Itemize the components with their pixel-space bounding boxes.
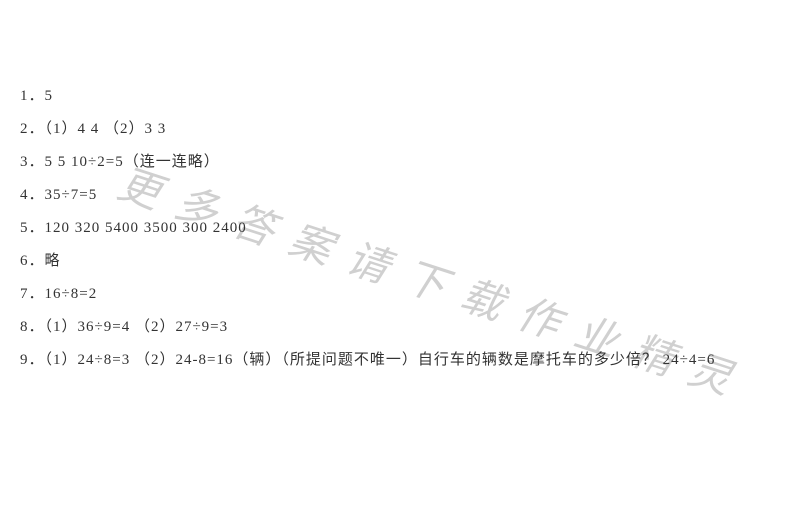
answer-line: 8．（1）36÷9=4 （2）27÷9=3	[20, 311, 780, 344]
answer-line: 7．16÷8=2	[20, 278, 780, 311]
answer-line: 9．（1）24÷8=3 （2）24-8=16（辆）（所提问题不唯一）自行车的辆数…	[20, 344, 780, 377]
answer-line: 4．35÷7=5	[20, 179, 780, 212]
answer-line: 5．120 320 5400 3500 300 2400	[20, 212, 780, 245]
answer-line: 6．略	[20, 245, 780, 278]
answer-line: 1．5	[20, 80, 780, 113]
answer-line: 2．（1）4 4 （2）3 3	[20, 113, 780, 146]
answer-list: 1．5 2．（1）4 4 （2）3 3 3．5 5 10÷2=5（连一连略） 4…	[0, 0, 800, 397]
answer-line: 3．5 5 10÷2=5（连一连略）	[20, 146, 780, 179]
